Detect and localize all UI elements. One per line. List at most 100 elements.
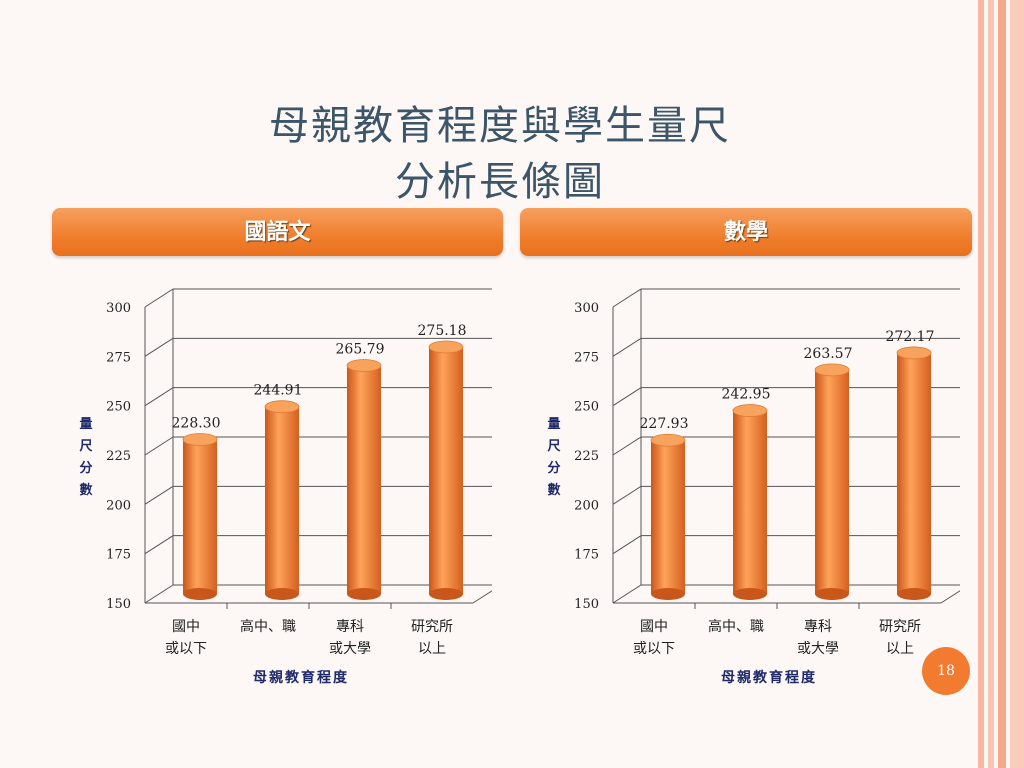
x-tick-label: 或大學 <box>329 641 371 657</box>
title-line-1: 母親教育程度與學生量尺 <box>269 103 731 149</box>
gridline-depth <box>144 535 174 555</box>
gridline-depth <box>612 337 642 357</box>
x-tick-label: 國中 <box>640 619 668 635</box>
bar-base <box>651 588 685 600</box>
page-number: 18 <box>937 663 955 679</box>
decor-stripe <box>988 0 994 768</box>
x-tick-label: 或以下 <box>165 641 207 657</box>
y-axis-label-char: 量 <box>79 417 92 432</box>
bar-base <box>429 588 463 600</box>
bar-top <box>896 346 932 360</box>
floor-edge <box>472 590 492 604</box>
x-tick-label: 專科 <box>804 619 832 635</box>
bar <box>651 440 685 594</box>
bar-base <box>265 588 299 600</box>
y-tick-label: 200 <box>106 498 131 513</box>
bar-base <box>733 588 767 600</box>
gridline-depth <box>612 584 642 604</box>
decor-stripe <box>1010 0 1024 768</box>
bar-top <box>346 359 382 372</box>
y-tick-label: 275 <box>574 350 599 365</box>
bar-top <box>264 400 300 414</box>
x-tick-label: 以上 <box>418 641 446 657</box>
bar-base <box>897 588 931 600</box>
y-tick-label: 250 <box>574 400 599 415</box>
data-label: 228.30 <box>172 415 221 431</box>
bar-top <box>650 433 686 447</box>
bar <box>815 369 849 594</box>
y-tick-label: 175 <box>106 548 131 563</box>
slide-title: 母親教育程度與學生量尺 分析長條圖 <box>0 98 1000 210</box>
data-label: 275.18 <box>418 323 467 339</box>
y-axis-label-char: 分 <box>79 460 92 476</box>
bar <box>897 352 931 594</box>
y-axis-label-char: 數 <box>79 482 92 498</box>
title-line-2: 分析長條圖 <box>395 159 605 205</box>
x-tick-label: 高中、職 <box>708 618 764 635</box>
gridline-depth <box>612 436 642 456</box>
x-tick-label: 或以下 <box>633 641 675 657</box>
y-axis-label-char: 尺 <box>79 439 92 454</box>
gridline-depth <box>612 288 642 308</box>
gridline-depth <box>612 387 642 407</box>
decor-stripe <box>998 0 1006 768</box>
data-label: 265.79 <box>336 342 385 358</box>
y-axis-label-char: 分 <box>547 460 560 476</box>
x-tick-label: 研究所 <box>411 619 453 635</box>
bar-top <box>428 340 464 354</box>
bar <box>265 406 299 594</box>
gridline-depth <box>144 436 174 456</box>
y-tick-label: 275 <box>106 350 131 365</box>
x-axis-title: 母親教育程度 <box>253 669 349 686</box>
x-tick-label: 專科 <box>336 619 364 635</box>
bar-top <box>732 404 768 417</box>
bar <box>429 346 463 594</box>
y-tick-label: 200 <box>574 498 599 513</box>
bar-base <box>815 588 849 600</box>
y-axis-label-char: 量 <box>547 417 560 432</box>
bar-base <box>183 588 217 600</box>
gridline-depth <box>612 535 642 555</box>
x-axis-title: 母親教育程度 <box>721 669 817 686</box>
gridline-depth <box>144 288 174 308</box>
y-tick-label: 150 <box>574 597 599 612</box>
y-tick-label: 225 <box>106 449 131 464</box>
data-label: 242.95 <box>722 387 771 403</box>
y-tick-label: 300 <box>106 301 131 316</box>
chart-header-chinese: 國語文 <box>52 208 503 256</box>
chart-header-label: 國語文 <box>244 219 311 245</box>
gridline-depth <box>612 485 642 505</box>
y-tick-label: 175 <box>574 548 599 563</box>
y-tick-label: 250 <box>106 400 131 415</box>
bar <box>347 365 381 594</box>
gridline-depth <box>144 584 174 604</box>
y-tick-label: 300 <box>574 301 599 316</box>
x-tick-label: 高中、職 <box>240 618 296 635</box>
gridline-depth <box>144 485 174 505</box>
data-label: 263.57 <box>804 346 853 362</box>
x-tick-label: 或大學 <box>797 641 839 657</box>
data-label: 272.17 <box>886 329 935 345</box>
y-axis-label-char: 數 <box>547 482 560 498</box>
bar-top <box>814 363 850 377</box>
chart-header-label: 數學 <box>723 219 768 245</box>
data-label: 227.93 <box>640 416 689 432</box>
decor-stripe <box>978 0 984 768</box>
floor-edge <box>940 590 960 604</box>
y-tick-label: 150 <box>106 597 131 612</box>
bar-base <box>347 588 381 600</box>
y-tick-label: 225 <box>574 449 599 464</box>
x-tick-label: 國中 <box>172 619 200 635</box>
page-number-badge: 18 <box>922 647 970 695</box>
x-tick-label: 以上 <box>886 641 914 657</box>
gridline-depth <box>144 337 174 357</box>
bar-top <box>182 433 218 446</box>
bar <box>733 410 767 594</box>
y-axis-label-char: 尺 <box>547 439 560 454</box>
data-label: 244.91 <box>254 383 303 399</box>
x-tick-label: 研究所 <box>879 619 921 635</box>
gridline-depth <box>144 387 174 407</box>
chart-header-math: 數學 <box>520 208 972 256</box>
